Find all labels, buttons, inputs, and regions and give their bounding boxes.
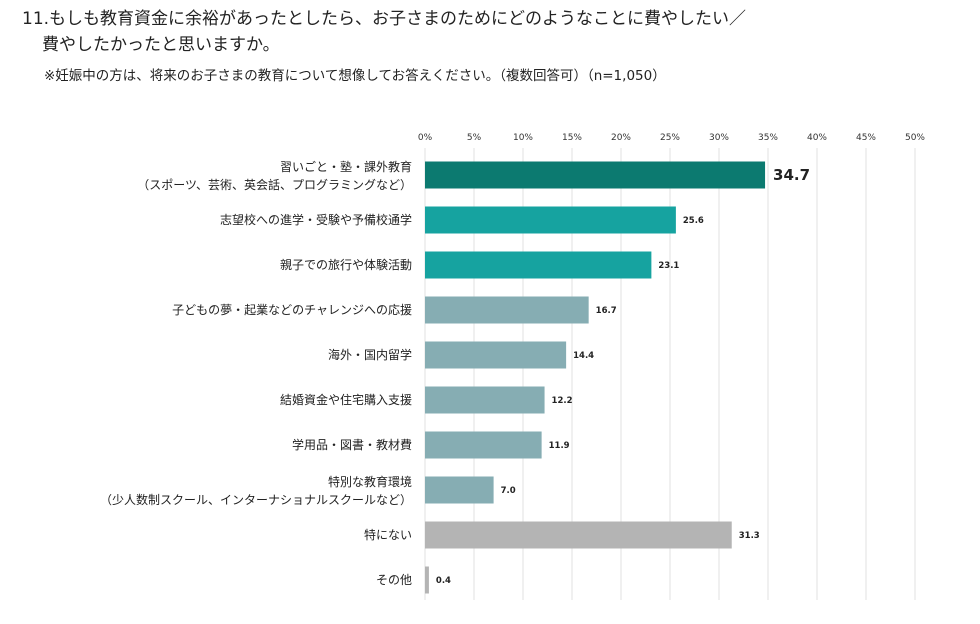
category-label: 特にない <box>364 527 412 542</box>
value-label: 25.6 <box>683 216 704 226</box>
question-header: 11.もしも教育資金に余裕があったとしたら、お子さまのためにどのようなことに費や… <box>22 6 962 88</box>
category-labels: 習いごと・塾・課外教育（スポーツ、芸術、英会話、プログラミングなど） 志望校への進… <box>100 159 412 587</box>
value-label: 16.7 <box>596 306 617 316</box>
x-tick-label: 5% <box>467 133 482 143</box>
bars <box>425 161 766 594</box>
bar <box>425 386 545 414</box>
category-label: 習いごと・塾・課外教育（スポーツ、芸術、英会話、プログラミングなど） <box>137 159 412 192</box>
category-label: 特別な教育環境（少人数制スクール、インターナショナルスクールなど） <box>100 474 412 507</box>
category-label: その他 <box>376 573 412 587</box>
question-note: ※妊娠中の方は、将来のお子さまの教育について想像してお答えください。（複数回答可… <box>44 68 666 84</box>
x-tick-label: 30% <box>709 133 729 143</box>
bar <box>425 161 766 189</box>
question-title-line2: 費やしたかったと思いますか。 <box>42 35 280 55</box>
x-tick-label: 50% <box>905 133 925 143</box>
bar <box>425 341 567 369</box>
value-label: 7.0 <box>501 486 516 496</box>
value-label: 14.4 <box>573 351 594 361</box>
bar <box>425 431 542 459</box>
category-label: 志望校への進学・受験や予備校通学 <box>220 212 412 227</box>
category-label: 学用品・図書・教材費 <box>292 437 412 452</box>
question-title-line1: 11.もしも教育資金に余裕があったとしたら、お子さまのためにどのようなことに費や… <box>22 9 747 29</box>
value-label: 34.7 <box>773 166 810 184</box>
value-label: 0.4 <box>436 576 451 586</box>
x-tick-label: 45% <box>856 133 876 143</box>
category-label: 結婚資金や住宅購入支援 <box>280 392 412 407</box>
category-label: 子どもの夢・起業などのチャレンジへの応援 <box>172 303 412 317</box>
value-labels: 34.7 25.6 23.1 16.7 14.4 12.2 11.9 7.0 31.3 0.4 <box>436 166 810 586</box>
x-tick-label: 0% <box>418 133 433 143</box>
bar <box>425 206 676 234</box>
x-tick-label: 40% <box>807 133 827 143</box>
x-tick-label: 35% <box>758 133 778 143</box>
bar <box>425 296 589 324</box>
bar <box>425 476 494 504</box>
value-label: 11.9 <box>549 441 570 451</box>
category-label: 親子での旅行や体験活動 <box>280 257 412 272</box>
value-label: 12.2 <box>552 396 573 406</box>
x-axis-tick-labels: 0% 5% 10% 15% 20% 25% 30% 35% 40% 45% 50% <box>418 133 926 143</box>
bar <box>425 566 429 594</box>
bar <box>425 521 732 549</box>
x-tick-label: 15% <box>562 133 582 143</box>
x-tick-label: 10% <box>513 133 533 143</box>
category-label: 海外・国内留学 <box>328 347 412 362</box>
x-tick-label: 20% <box>611 133 631 143</box>
x-tick-label: 25% <box>660 133 680 143</box>
value-label: 23.1 <box>658 261 679 271</box>
bar <box>425 251 652 279</box>
value-label: 31.3 <box>739 531 760 541</box>
